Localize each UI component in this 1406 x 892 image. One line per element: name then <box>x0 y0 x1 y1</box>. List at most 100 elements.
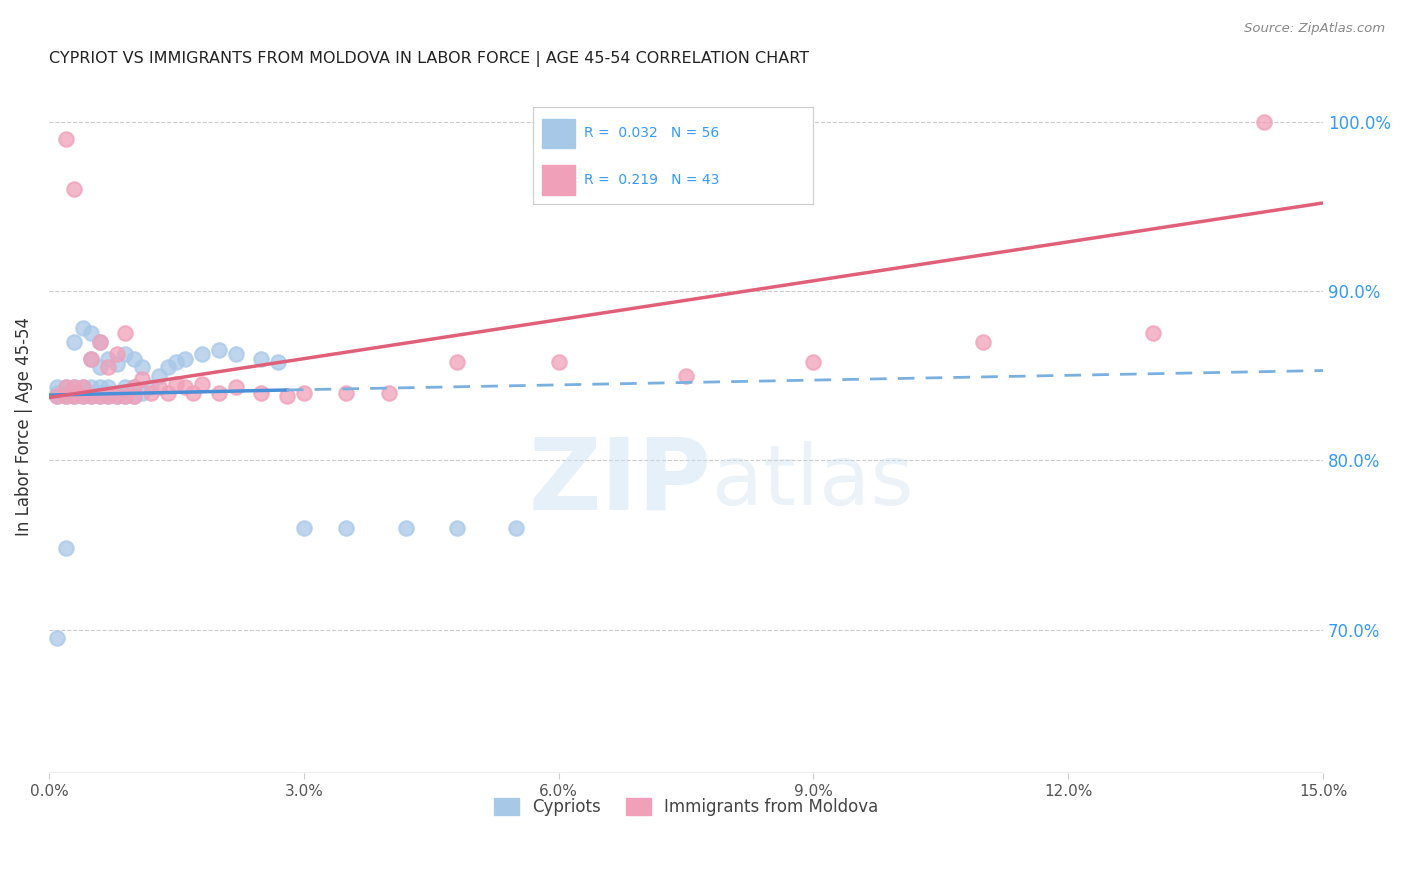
Point <box>72 385 94 400</box>
Point <box>208 343 231 358</box>
Point <box>89 389 111 403</box>
Point <box>225 380 247 394</box>
Point <box>165 377 187 392</box>
Point <box>63 389 86 403</box>
Point <box>972 334 994 349</box>
Point <box>122 380 145 394</box>
Point <box>97 351 120 366</box>
Text: atlas: atlas <box>711 442 914 523</box>
Point <box>97 389 120 403</box>
Point <box>89 334 111 349</box>
Point <box>225 346 247 360</box>
Point <box>105 389 128 403</box>
Point <box>97 360 120 375</box>
Point <box>72 389 94 403</box>
Point <box>63 334 86 349</box>
Point <box>55 380 77 394</box>
Point <box>55 541 77 556</box>
Point <box>80 380 103 394</box>
Point <box>446 355 468 369</box>
Point <box>114 326 136 341</box>
Point <box>72 380 94 394</box>
Point <box>89 380 111 394</box>
Point <box>173 380 195 394</box>
Point <box>46 631 69 645</box>
Point <box>105 357 128 371</box>
Point <box>131 372 153 386</box>
Point <box>191 377 214 392</box>
Y-axis label: In Labor Force | Age 45-54: In Labor Force | Age 45-54 <box>15 317 32 536</box>
Point <box>63 385 86 400</box>
Point <box>505 521 527 535</box>
Point <box>46 380 69 394</box>
Point <box>183 385 205 400</box>
Point <box>105 346 128 360</box>
Point <box>292 521 315 535</box>
Point <box>335 521 357 535</box>
Point <box>122 351 145 366</box>
Point <box>55 389 77 403</box>
Point <box>191 346 214 360</box>
Point <box>250 385 273 400</box>
Point <box>80 326 103 341</box>
Point <box>165 355 187 369</box>
Point <box>446 521 468 535</box>
Point <box>139 380 162 394</box>
Point <box>72 389 94 403</box>
Point <box>55 131 77 145</box>
Point <box>89 334 111 349</box>
Point <box>122 389 145 403</box>
Point <box>122 380 145 394</box>
Point <box>292 385 315 400</box>
Point <box>105 389 128 403</box>
Point <box>46 389 69 403</box>
Point <box>803 355 825 369</box>
Point <box>377 385 399 400</box>
Point <box>173 351 195 366</box>
Point <box>114 389 136 403</box>
Point <box>208 385 231 400</box>
Point <box>63 380 86 394</box>
Point <box>46 389 69 403</box>
Point <box>675 368 697 383</box>
Point <box>131 385 153 400</box>
Point <box>97 389 120 403</box>
Point <box>1253 114 1275 128</box>
Point <box>276 389 298 403</box>
Point <box>72 380 94 394</box>
Point <box>139 385 162 400</box>
Point <box>55 385 77 400</box>
Point <box>97 380 120 394</box>
Point <box>156 360 179 375</box>
Point <box>46 385 69 400</box>
Point <box>335 385 357 400</box>
Point <box>131 360 153 375</box>
Text: Source: ZipAtlas.com: Source: ZipAtlas.com <box>1244 22 1385 36</box>
Point <box>80 389 103 403</box>
Point <box>80 389 103 403</box>
Point <box>1142 326 1164 341</box>
Point <box>114 389 136 403</box>
Point <box>97 385 120 400</box>
Point <box>148 380 170 394</box>
Point <box>89 385 111 400</box>
Point <box>547 355 569 369</box>
Point <box>122 389 145 403</box>
Point <box>55 389 77 403</box>
Point <box>89 389 111 403</box>
Point <box>55 380 77 394</box>
Point <box>250 351 273 366</box>
Point <box>114 380 136 394</box>
Text: CYPRIOT VS IMMIGRANTS FROM MOLDOVA IN LABOR FORCE | AGE 45-54 CORRELATION CHART: CYPRIOT VS IMMIGRANTS FROM MOLDOVA IN LA… <box>49 51 808 67</box>
Point <box>114 346 136 360</box>
Point <box>148 368 170 383</box>
Text: ZIP: ZIP <box>529 434 711 531</box>
Point <box>72 321 94 335</box>
Point <box>267 355 290 369</box>
Point <box>80 351 103 366</box>
Point <box>63 389 86 403</box>
Point <box>105 385 128 400</box>
Point <box>80 351 103 366</box>
Point <box>80 385 103 400</box>
Point <box>156 385 179 400</box>
